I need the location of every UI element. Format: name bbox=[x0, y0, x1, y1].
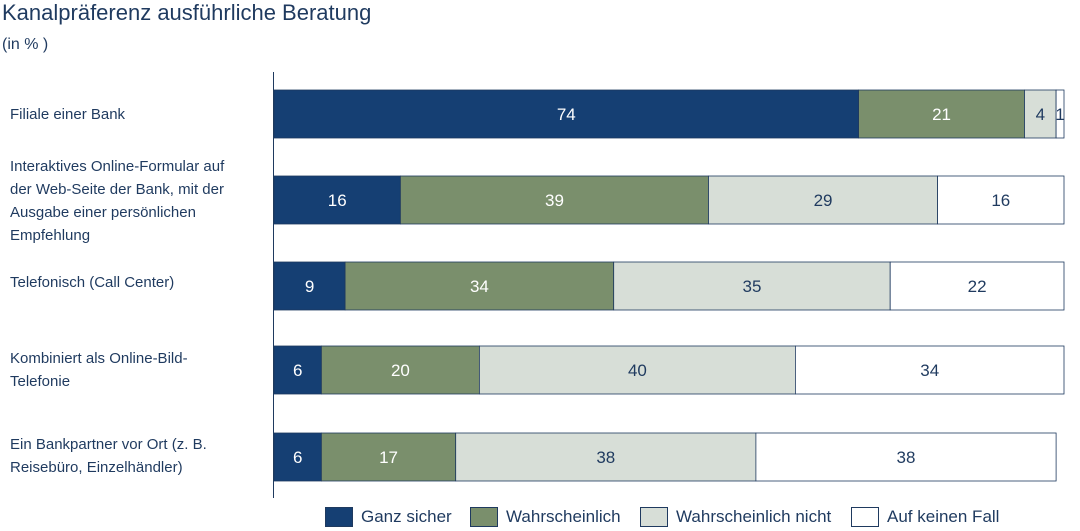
legend-label: Ganz sicher bbox=[361, 507, 452, 526]
bar-segment bbox=[478, 345, 796, 395]
data-label: 20 bbox=[391, 361, 410, 380]
bar-segment bbox=[455, 432, 757, 482]
data-label: 39 bbox=[545, 191, 564, 210]
data-label: 21 bbox=[932, 105, 951, 124]
bar-segment bbox=[937, 175, 1065, 225]
category-label-line: Ein Bankpartner vor Ort (z. B. bbox=[10, 436, 207, 453]
category-label-line: Kombiniert als Online-Bild- bbox=[10, 350, 188, 367]
bar-segment bbox=[273, 432, 322, 482]
data-label: 1 bbox=[1055, 105, 1064, 124]
bar-segment bbox=[1024, 89, 1057, 139]
bar-segment bbox=[858, 89, 1025, 139]
category-label-line: der Web-Seite der Bank, mit der bbox=[10, 181, 224, 198]
category-label-line: Filiale einer Bank bbox=[10, 106, 126, 123]
data-label: 22 bbox=[968, 277, 987, 296]
bar-segment bbox=[889, 261, 1065, 311]
category-label-line: Telefonie bbox=[10, 373, 71, 390]
category-label-line: Ausgabe einer persönlichen bbox=[10, 204, 196, 221]
bar-segment bbox=[273, 89, 859, 139]
legend-swatch bbox=[325, 507, 353, 527]
legend-label: Wahrscheinlich bbox=[506, 507, 621, 526]
bar-segment bbox=[320, 432, 457, 482]
category-label-line: Interaktives Online-Formular auf bbox=[10, 158, 225, 175]
data-label: 6 bbox=[293, 448, 302, 467]
data-label: 34 bbox=[920, 361, 939, 380]
data-label: 35 bbox=[742, 277, 761, 296]
legend-item: Wahrscheinlich bbox=[470, 506, 621, 528]
bar-segment bbox=[344, 261, 615, 311]
category-label-line: Empfehlung bbox=[10, 227, 91, 244]
legend-label: Auf keinen Fall bbox=[887, 507, 1000, 526]
data-label: 34 bbox=[470, 277, 489, 296]
category-label-line: Telefonisch (Call Center) bbox=[10, 274, 175, 291]
bar-segment bbox=[273, 175, 401, 225]
bar-segment bbox=[320, 345, 480, 395]
category-label: Kombiniert als Online-Bild- Telefonie bbox=[10, 347, 250, 393]
data-label: 16 bbox=[991, 191, 1010, 210]
bar-segment bbox=[613, 261, 891, 311]
legend-swatch bbox=[640, 507, 668, 527]
category-label: Telefonisch (Call Center) bbox=[10, 271, 250, 294]
legend-item: Ganz sicher bbox=[325, 506, 452, 528]
legend-label: Wahrscheinlich nicht bbox=[676, 507, 832, 526]
legend-item: Auf keinen Fall bbox=[851, 506, 999, 528]
data-label: 40 bbox=[628, 361, 647, 380]
category-label-line: Reisebüro, Einzelhändler) bbox=[10, 459, 183, 476]
bar-segment bbox=[755, 432, 1057, 482]
category-label: Interaktives Online-Formular auf der Web-… bbox=[10, 155, 250, 247]
data-label: 17 bbox=[379, 448, 398, 467]
data-label: 29 bbox=[814, 191, 833, 210]
legend-swatch bbox=[470, 507, 498, 527]
chart-subtitle: (in % ) bbox=[2, 36, 49, 53]
category-label: Filiale einer Bank bbox=[10, 103, 250, 126]
data-label: 74 bbox=[557, 105, 576, 124]
bar-segment bbox=[273, 345, 322, 395]
bar-segment bbox=[708, 175, 939, 225]
data-label: 9 bbox=[305, 277, 314, 296]
bar-segment bbox=[273, 261, 346, 311]
legend-swatch bbox=[851, 507, 879, 527]
data-label: 6 bbox=[293, 361, 302, 380]
bar-segment bbox=[1055, 89, 1065, 139]
legend-item: Wahrscheinlich nicht bbox=[640, 506, 831, 528]
data-label: 38 bbox=[897, 448, 916, 467]
data-label: 38 bbox=[596, 448, 615, 467]
data-label: 4 bbox=[1036, 105, 1045, 124]
chart-title: Kanalpräferenz ausführliche Beratung bbox=[2, 0, 372, 25]
category-label: Ein Bankpartner vor Ort (z. B. Reisebüro,… bbox=[10, 433, 250, 479]
data-label: 16 bbox=[328, 191, 347, 210]
bar-segment bbox=[795, 345, 1065, 395]
